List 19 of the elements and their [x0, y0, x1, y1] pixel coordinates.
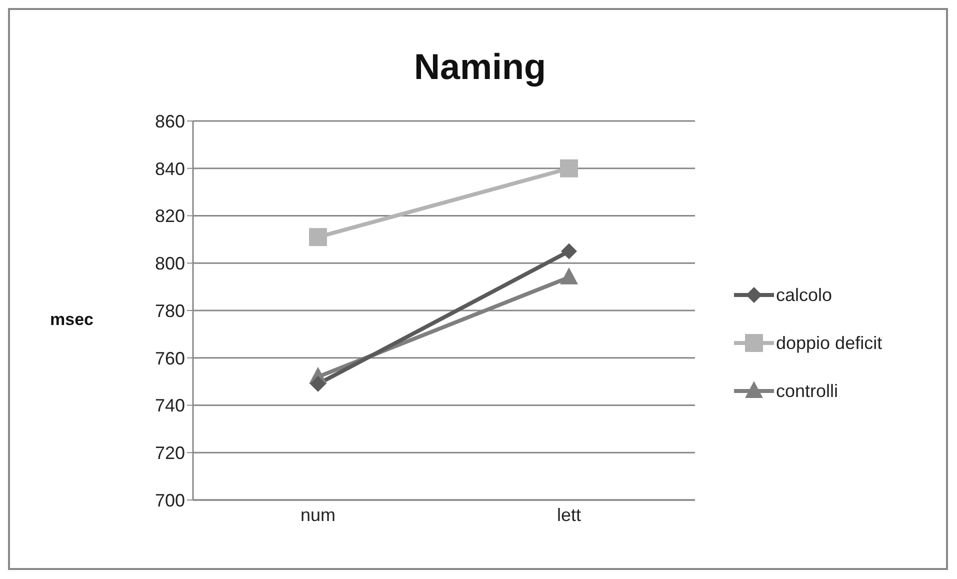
y-tick-label: 700 [154, 490, 185, 510]
legend-label: calcolo [776, 284, 832, 306]
y-tick-label: 760 [154, 348, 185, 368]
x-tick-label: lett [556, 504, 582, 525]
point [309, 228, 327, 246]
legend-label: controlli [776, 380, 838, 402]
point [561, 243, 577, 260]
y-axis-title: msec [50, 310, 94, 330]
chart-title: Naming [412, 46, 547, 88]
y-tick-label: 860 [154, 111, 185, 132]
y-tick-label: 780 [154, 300, 185, 321]
point [560, 159, 578, 178]
y-tick-label: 720 [154, 443, 185, 464]
y-tick-label: 740 [154, 396, 185, 416]
legend-label: doppio deficit [776, 332, 882, 354]
y-tick-label: 820 [154, 206, 185, 226]
y-tick-label: 800 [154, 254, 185, 274]
x-tick-label: num [300, 504, 336, 525]
y-tick-label: 840 [154, 158, 185, 179]
